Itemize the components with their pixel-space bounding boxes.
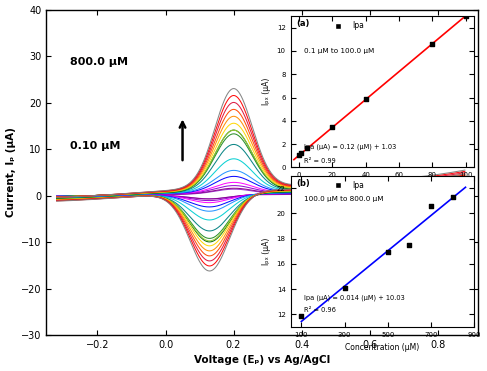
Y-axis label: Current, Iₚ (μA): Current, Iₚ (μA) <box>5 127 16 217</box>
X-axis label: Voltage (Eₚ) vs Ag/AgCl: Voltage (Eₚ) vs Ag/AgCl <box>194 355 331 365</box>
Text: 800.0 μM: 800.0 μM <box>70 58 128 68</box>
Text: 0.10 μM: 0.10 μM <box>70 141 121 151</box>
